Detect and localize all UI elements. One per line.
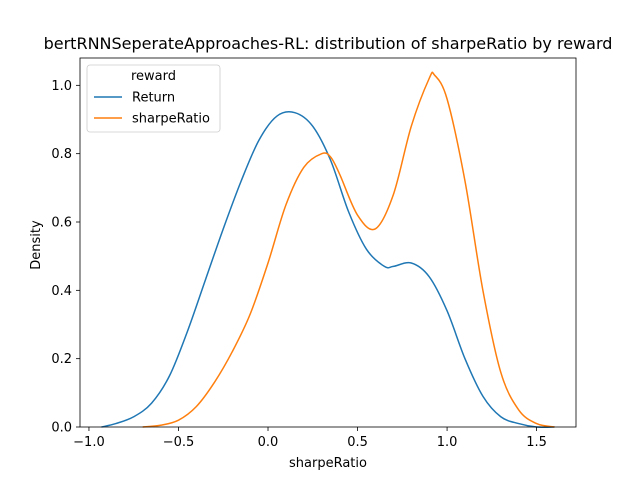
y-tick-label: 0.2 [51,352,72,367]
x-tick-label: 1.0 [437,435,458,450]
legend-box [86,64,221,133]
legend-label-return: Return [132,91,175,106]
axes-frame [79,57,577,428]
x-tick-label: 0.5 [347,435,368,450]
y-axis-label: Density [29,220,44,270]
y-tick-label: 0.8 [51,147,72,162]
legend: reward Return sharpeRatio [86,64,221,133]
y-tick-label: 0.6 [51,216,72,231]
x-tick-label: 0.0 [258,435,279,450]
y-tick-label: 0.0 [51,421,72,436]
y-tick-label: 0.4 [51,284,72,299]
axes: −1.0 −0.5 0.0 0.5 1.0 1.5 0.0 0.2 0.4 0.6 0.8 1.0 [51,57,577,450]
chart-title: bertRNNSeperateApproaches-RL: distributi… [44,34,613,53]
series-lines [101,71,555,429]
series-line-sharperatio [142,71,555,428]
x-tick-label: −0.5 [163,435,195,450]
legend-title: reward [131,69,176,84]
series-line-return [101,111,555,429]
y-tick-label: 1.0 [51,79,72,94]
x-tick-label: −1.0 [73,435,105,450]
x-axis-label: sharpeRatio [289,456,367,471]
x-tick-label: 1.5 [526,435,547,450]
legend-label-sharperatio: sharpeRatio [132,112,210,127]
